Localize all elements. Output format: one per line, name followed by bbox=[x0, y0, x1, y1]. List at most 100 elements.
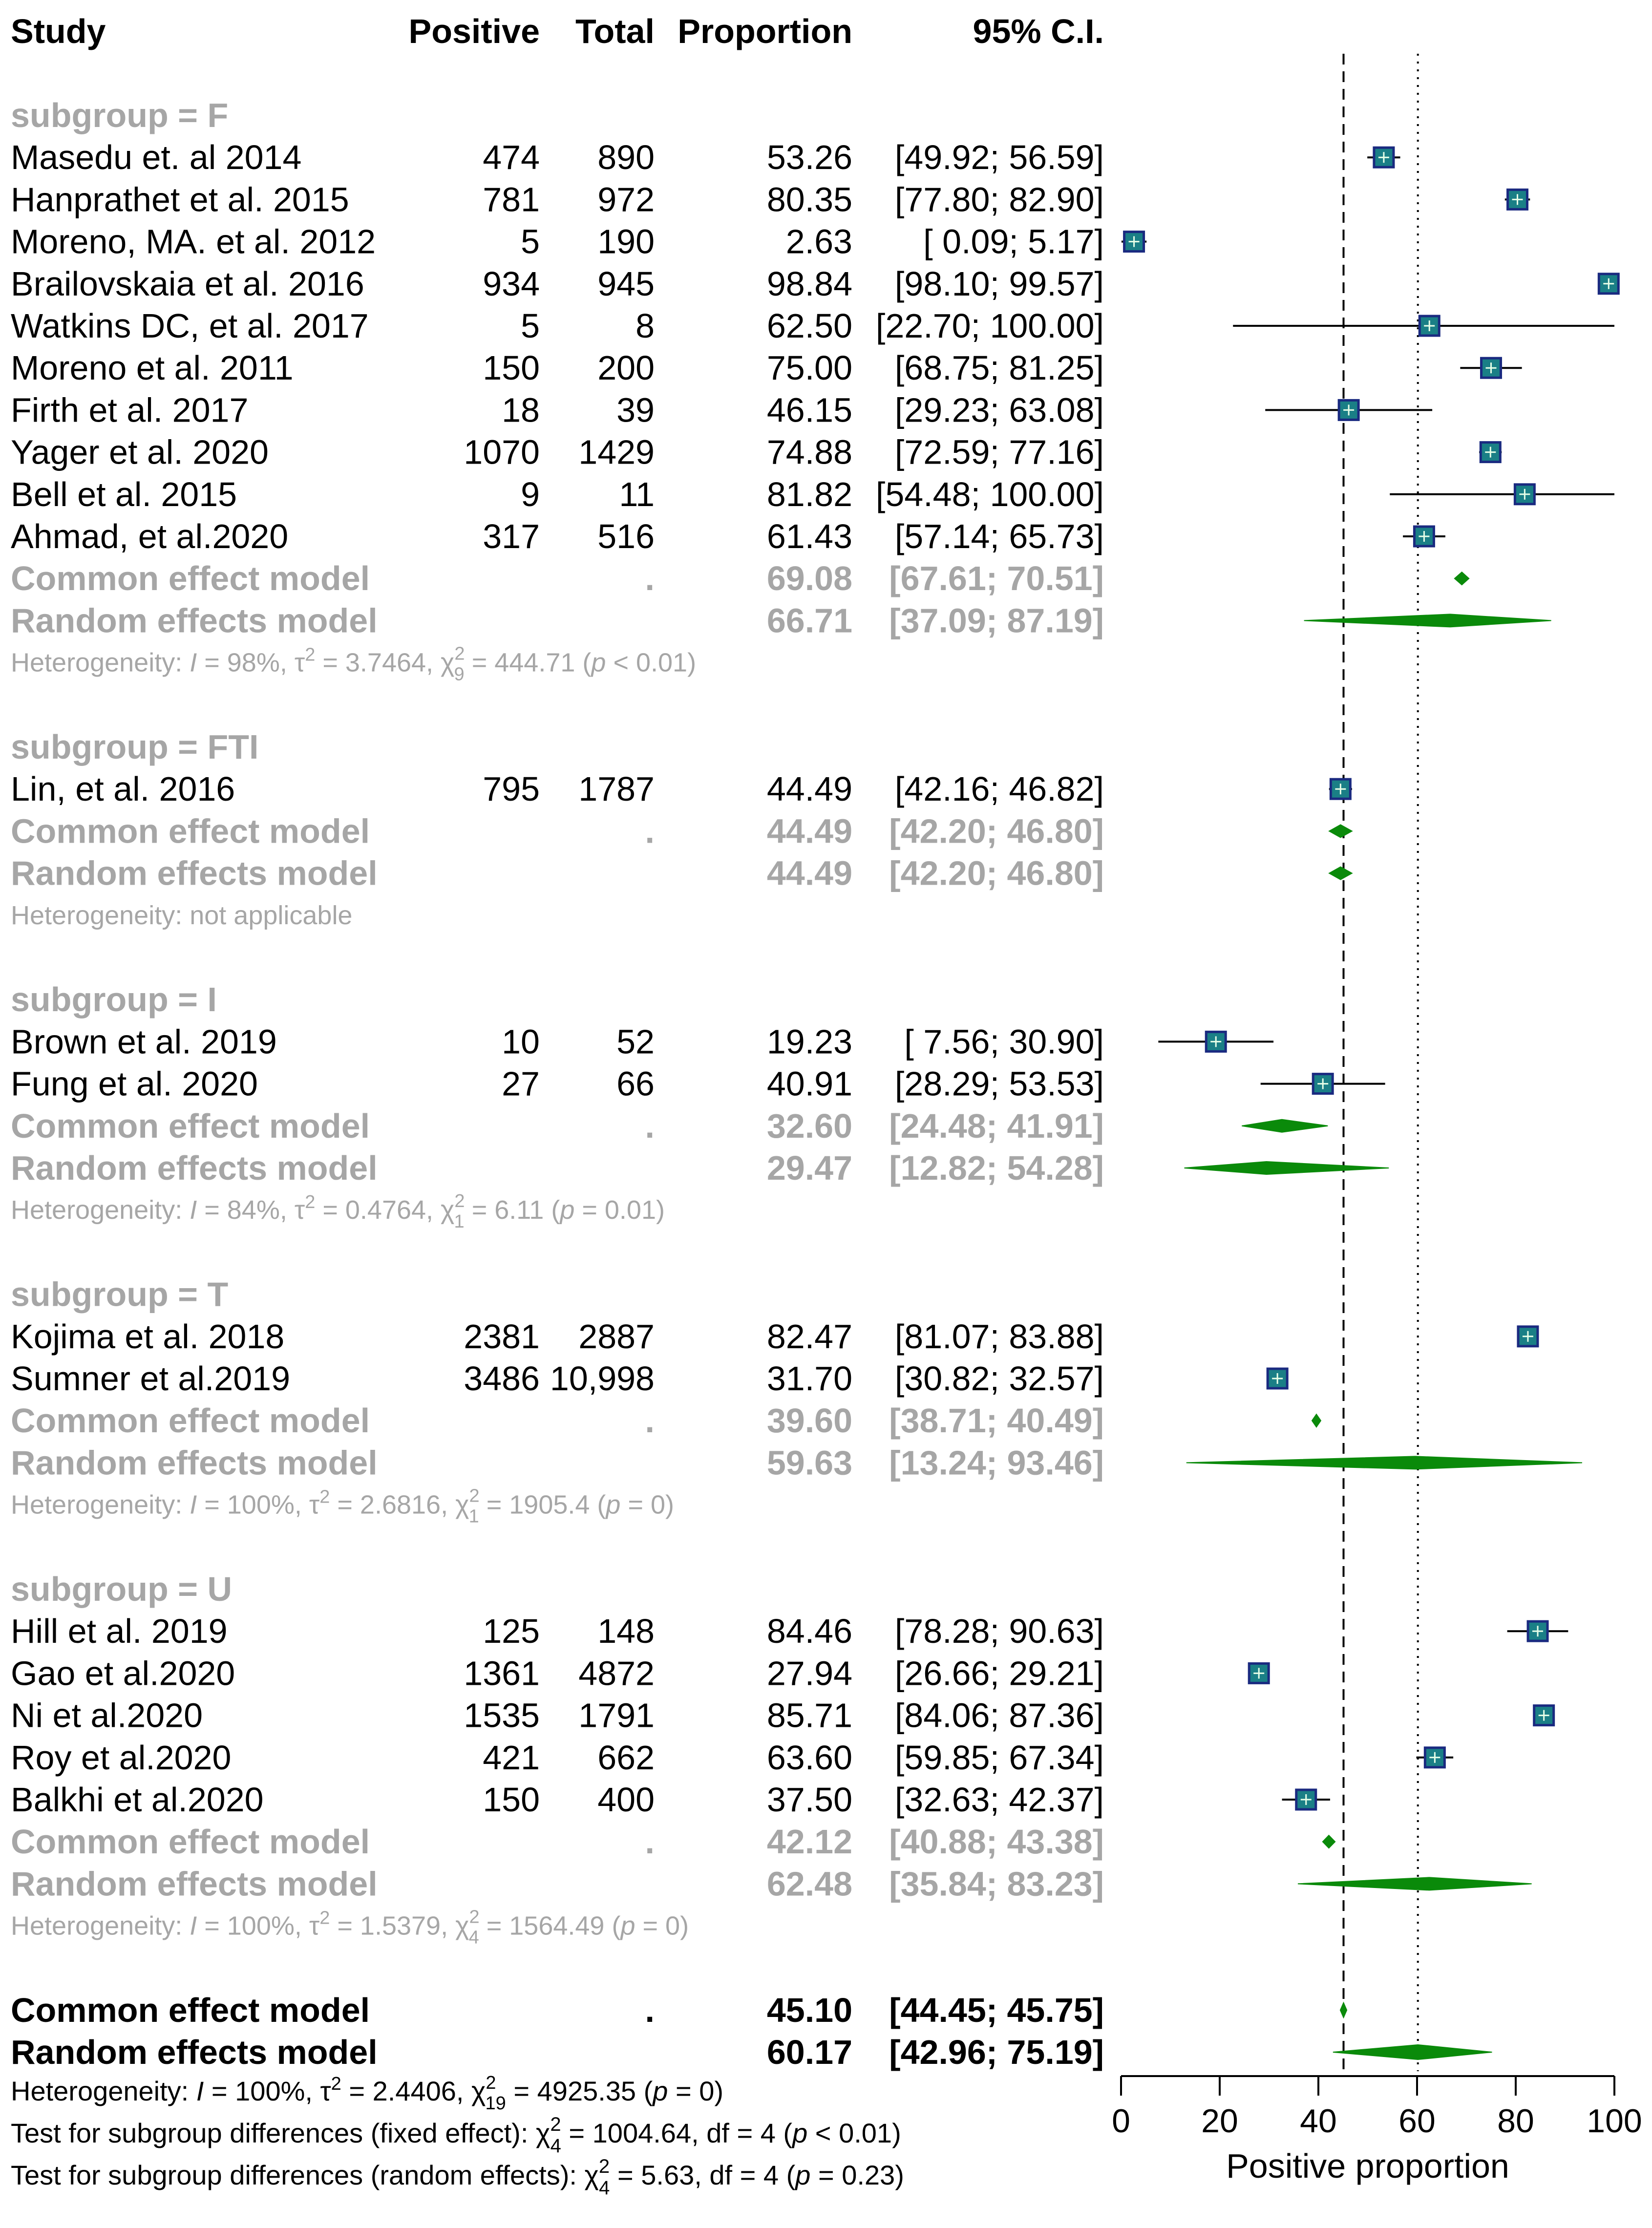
study-name: Firth et al. 2017 bbox=[11, 391, 248, 429]
study-row: Brailovskaia et al. 2016 934 945 98.84 [98.1… bbox=[11, 265, 1620, 303]
model-ci: [42.20; 46.80] bbox=[889, 854, 1104, 892]
study-proportion: 85.71 bbox=[767, 1697, 852, 1735]
point-estimate-square bbox=[1517, 1325, 1539, 1348]
subgroup-label: subgroup = I bbox=[11, 980, 217, 1019]
study-total: 400 bbox=[597, 1781, 655, 1819]
model-name: Common effect model bbox=[11, 812, 370, 850]
model-proportion: 44.49 bbox=[767, 854, 852, 892]
study-row: Ni et al.2020 1535 1791 85.71 [84.06; 87.36] bbox=[11, 1697, 1555, 1735]
study-proportion: 53.26 bbox=[767, 138, 852, 176]
study-ci: [22.70; 100.00] bbox=[876, 307, 1104, 345]
study-row: Fung et al. 2020 27 66 40.91 [28.29; 53.53] bbox=[11, 1065, 1385, 1103]
model-proportion: 62.48 bbox=[767, 1865, 852, 1903]
study-total: 1429 bbox=[578, 433, 655, 471]
random-effects-row-diamond bbox=[1297, 1877, 1532, 1891]
x-tick-label: 80 bbox=[1497, 2102, 1534, 2140]
model-name: Common effect model bbox=[11, 1823, 370, 1861]
model-total: . bbox=[645, 559, 655, 597]
subgroup-label: subgroup = U bbox=[11, 1570, 232, 1608]
random-effects-row-diamond bbox=[1184, 1161, 1389, 1175]
common-effect-row: Common effect model. 39.60 [38.71; 40.49] bbox=[11, 1401, 1104, 1440]
model-ci: [42.20; 46.80] bbox=[889, 812, 1104, 850]
point-estimate-square bbox=[1312, 1073, 1334, 1095]
study-total: 39 bbox=[616, 391, 655, 429]
model-proportion: 44.49 bbox=[767, 812, 852, 850]
study-ci: [26.66; 29.21] bbox=[895, 1654, 1104, 1692]
model-proportion: 42.12 bbox=[767, 1823, 852, 1861]
study-name: Gao et al.2020 bbox=[11, 1654, 235, 1692]
study-proportion: 80.35 bbox=[767, 180, 852, 218]
random-effects-row-diamond bbox=[1186, 1456, 1582, 1470]
study-total: 972 bbox=[597, 180, 655, 218]
model-ci: [40.88; 43.38] bbox=[889, 1823, 1104, 1861]
model-name: Random effects model bbox=[11, 854, 378, 892]
point-estimate-square bbox=[1123, 231, 1145, 253]
study-row: Lin, et al. 2016 795 1787 44.49 [42.16; 46.8… bbox=[11, 770, 1352, 808]
study-positive: 27 bbox=[502, 1065, 540, 1103]
study-proportion: 31.70 bbox=[767, 1359, 852, 1398]
model-proportion: 60.17 bbox=[767, 2033, 852, 2071]
study-proportion: 62.50 bbox=[767, 307, 852, 345]
study-proportion: 84.46 bbox=[767, 1612, 852, 1650]
model-name: Random effects model bbox=[11, 1865, 378, 1903]
heterogeneity-text: Heterogeneity: not applicable bbox=[11, 901, 352, 930]
study-row: Hill et al. 2019 125 148 84.46 [78.28; 90.63… bbox=[11, 1612, 1568, 1650]
overall-heterogeneity-text: Heterogeneity: I = 100%, τ2 = 2.4406, χ2… bbox=[11, 2073, 723, 2114]
study-ci: [28.29; 53.53] bbox=[895, 1065, 1104, 1103]
study-name: Lin, et al. 2016 bbox=[11, 770, 235, 808]
study-proportion: 61.43 bbox=[767, 517, 852, 555]
study-name: Masedu et. al 2014 bbox=[11, 138, 301, 176]
study-name: Ni et al.2020 bbox=[11, 1697, 203, 1735]
study-positive: 9 bbox=[521, 475, 540, 513]
study-proportion: 74.88 bbox=[767, 433, 852, 471]
study-total: 11 bbox=[619, 475, 655, 513]
study-positive: 2381 bbox=[464, 1317, 540, 1356]
study-row: Balkhi et al.2020 150 400 37.50 [32.63; 42.3… bbox=[11, 1781, 1330, 1819]
study-proportion: 27.94 bbox=[767, 1654, 852, 1692]
study-ci: [57.14; 65.73] bbox=[895, 517, 1104, 555]
study-name: Balkhi et al.2020 bbox=[11, 1781, 264, 1819]
study-name: Fung et al. 2020 bbox=[11, 1065, 258, 1103]
subgroup-test-fixed: Test for subgroup differences (fixed eff… bbox=[11, 2114, 901, 2157]
model-name: Random effects model bbox=[11, 2033, 378, 2071]
study-positive: 1070 bbox=[464, 433, 540, 471]
x-tick-label: 40 bbox=[1300, 2102, 1337, 2140]
study-positive: 421 bbox=[483, 1739, 540, 1777]
random-effects-row-diamond bbox=[1328, 866, 1353, 880]
model-total: . bbox=[645, 1991, 655, 2029]
study-ci: [98.10; 99.57] bbox=[895, 265, 1104, 303]
random-effects-row: Random effects model 62.48 [35.84; 83.23] bbox=[11, 1865, 1104, 1903]
heterogeneity-text: Heterogeneity: I = 100%, τ2 = 2.6816, χ2… bbox=[11, 1486, 674, 1527]
study-total: 2887 bbox=[578, 1317, 655, 1356]
header-positive: Positive bbox=[409, 12, 540, 50]
study-name: Kojima et al. 2018 bbox=[11, 1317, 284, 1356]
study-proportion: 46.15 bbox=[767, 391, 852, 429]
model-total: . bbox=[645, 812, 655, 850]
study-total: 52 bbox=[616, 1022, 655, 1061]
heterogeneity-text: Heterogeneity: I = 98%, τ2 = 3.7464, χ2 9… bbox=[11, 644, 696, 685]
study-row: Yager et al. 2020 1070 1429 74.88 [72.59; 77… bbox=[11, 433, 1502, 471]
study-positive: 1535 bbox=[464, 1697, 540, 1735]
point-estimate-square bbox=[1205, 1030, 1227, 1053]
common-effect-row: Common effect model. 32.60 [24.48; 41.91] bbox=[11, 1107, 1104, 1145]
study-positive: 10 bbox=[502, 1022, 540, 1061]
model-total: . bbox=[645, 1823, 655, 1861]
model-ci: [24.48; 41.91] bbox=[889, 1107, 1104, 1145]
study-name: Brown et al. 2019 bbox=[11, 1022, 277, 1061]
study-row: Gao et al.2020 1361 4872 27.94 [26.66; 29.21… bbox=[11, 1654, 1270, 1692]
study-total: 8 bbox=[635, 307, 655, 345]
header-proportion: Proportion bbox=[678, 12, 852, 50]
subgroup-label: subgroup = F bbox=[11, 96, 228, 134]
common-effect-row-diamond bbox=[1454, 571, 1470, 586]
study-total: 4872 bbox=[578, 1654, 655, 1692]
study-total: 516 bbox=[597, 517, 655, 555]
common-effect-row-diamond bbox=[1242, 1119, 1328, 1133]
study-name: Bell et al. 2015 bbox=[11, 475, 237, 513]
study-total: 190 bbox=[597, 223, 655, 261]
subgroup-label: subgroup = T bbox=[11, 1275, 228, 1314]
study-total: 662 bbox=[597, 1739, 655, 1777]
model-name: Random effects model bbox=[11, 1149, 378, 1187]
study-row: Hanprathet et al. 2015 781 972 80.35 [77.80;… bbox=[11, 180, 1530, 218]
